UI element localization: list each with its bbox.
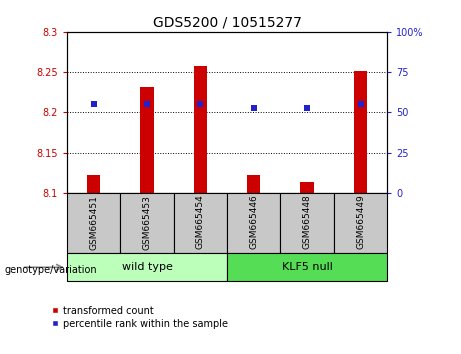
Bar [227,253,387,281]
Bar [67,193,120,253]
Text: genotype/variation: genotype/variation [5,265,97,275]
Bar [87,175,100,193]
Text: wild type: wild type [122,262,172,272]
Bar [140,87,154,193]
Bar [174,193,227,253]
Text: GSM665446: GSM665446 [249,195,258,250]
Title: GDS5200 / 10515277: GDS5200 / 10515277 [153,15,301,29]
Text: KLF5 null: KLF5 null [282,262,332,272]
Bar [194,67,207,193]
Bar [67,253,227,281]
Bar [120,193,174,253]
Bar [227,193,280,253]
Legend: transformed count, percentile rank within the sample: transformed count, percentile rank withi… [51,306,228,329]
Text: GSM665448: GSM665448 [302,195,312,250]
Text: GSM665453: GSM665453 [142,195,152,250]
Text: GSM665451: GSM665451 [89,195,98,250]
Bar [247,175,260,193]
Bar [354,70,367,193]
Text: GSM665449: GSM665449 [356,195,365,250]
Bar [301,182,314,193]
Bar [334,193,387,253]
Text: GSM665454: GSM665454 [196,195,205,250]
Bar [280,193,334,253]
